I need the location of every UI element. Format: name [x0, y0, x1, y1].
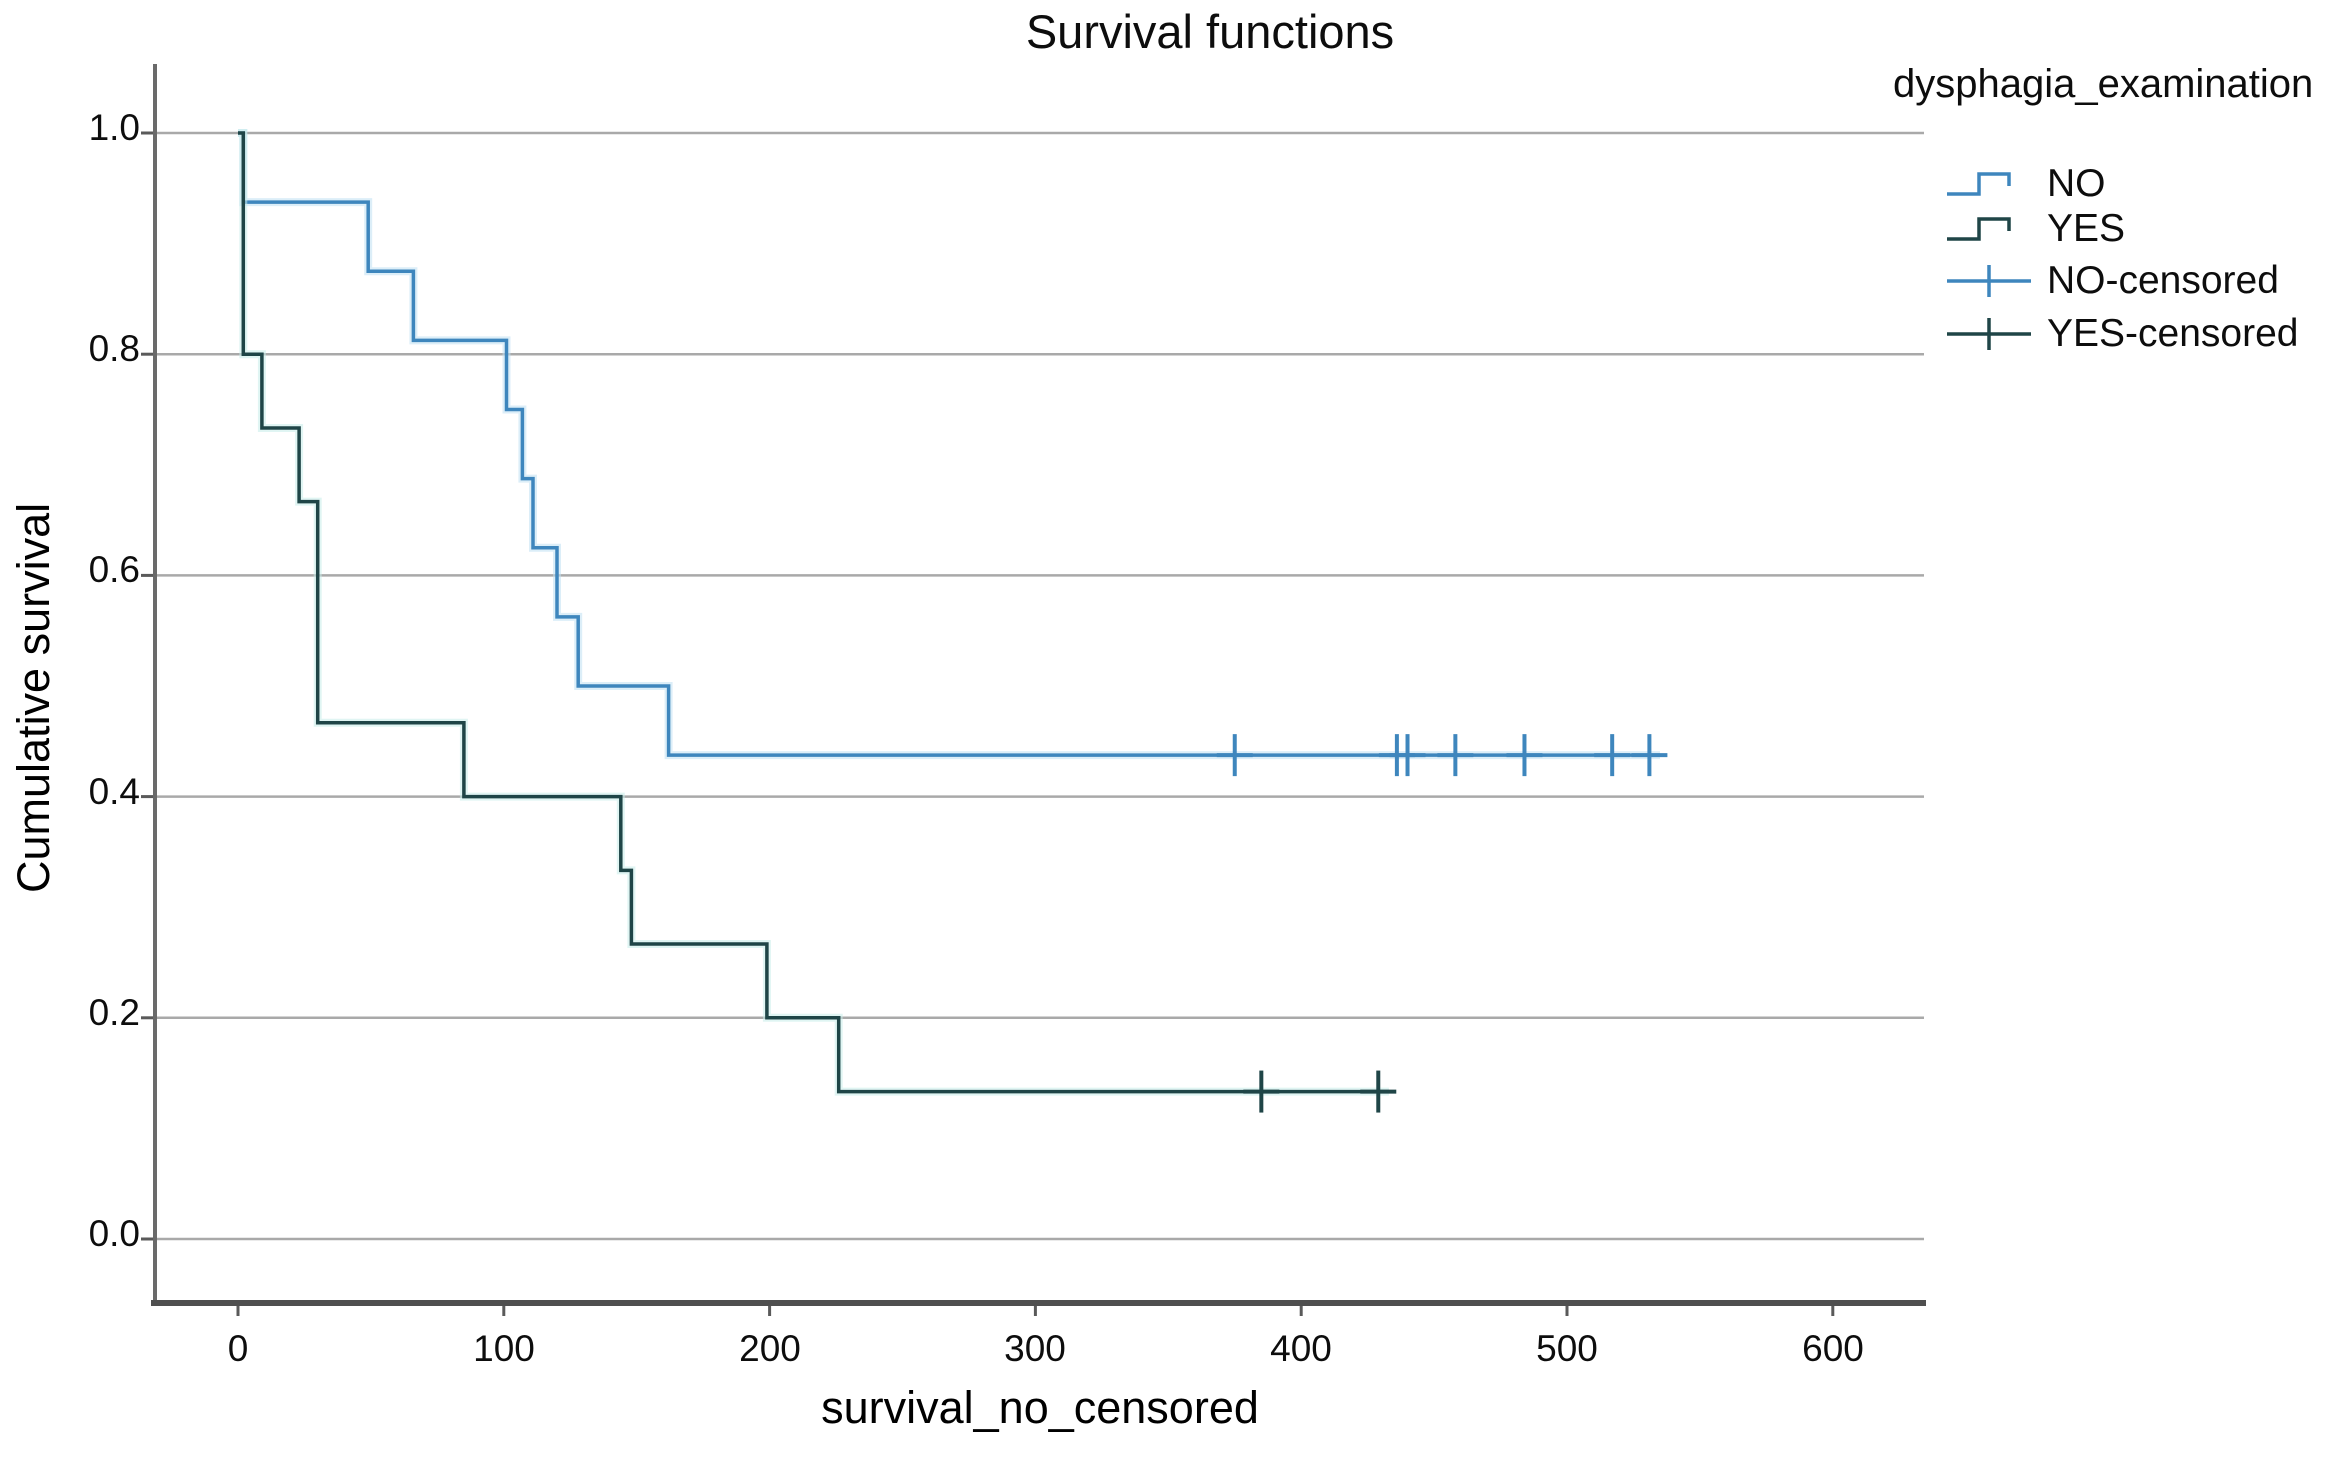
legend-entry-yes-censored: YES-censored — [1945, 312, 2298, 356]
y-axis-label: Cumulative survival — [8, 502, 59, 894]
x-tick-label-400: 400 — [1270, 1328, 1332, 1369]
legend-entry-no-censored: NO-censored — [1945, 259, 2279, 303]
y-tick-label-0.6: 0.6 — [88, 549, 140, 590]
legend-label-no-censored: NO-censored — [2047, 259, 2279, 302]
step-line-sample-icon — [1947, 172, 2011, 196]
x-tick-label-500: 500 — [1536, 1328, 1598, 1369]
x-tick-label-0: 0 — [227, 1328, 249, 1369]
y-tick-label-0.0: 0.0 — [88, 1213, 140, 1254]
y-tick-label-0.8: 0.8 — [88, 328, 140, 369]
y-tick-label-0.4: 0.4 — [88, 771, 140, 812]
series-halo-NO — [238, 129, 1660, 760]
series-line-NO — [238, 131, 1660, 757]
step-line-sample-icon — [1947, 217, 2011, 241]
censor-plus-sample-icon — [1947, 318, 2031, 350]
legend-entry-no: NO — [1945, 162, 2106, 206]
x-tick-label-600: 600 — [1802, 1328, 1864, 1369]
x-tick-label-100: 100 — [473, 1328, 535, 1369]
y-tick-label-0.2: 0.2 — [88, 992, 140, 1033]
series-line-YES — [238, 131, 1389, 1094]
legend-entry-yes: YES — [1945, 207, 2125, 251]
legend-label-yes-censored: YES-censored — [2047, 312, 2299, 355]
legend-label-yes: YES — [2047, 207, 2126, 250]
legend-label-no: NO — [2047, 162, 2106, 205]
legend-title: dysphagia_examination — [1893, 62, 2314, 106]
x-axis-label: survival_no_censored — [821, 1382, 1259, 1433]
y-tick-label-1.0: 1.0 — [88, 107, 140, 148]
x-tick-label-300: 300 — [1004, 1328, 1066, 1369]
chart-title: Survival functions — [1025, 5, 1395, 58]
x-tick-label-200: 200 — [739, 1328, 801, 1369]
censor-plus-sample-icon — [1947, 265, 2031, 297]
